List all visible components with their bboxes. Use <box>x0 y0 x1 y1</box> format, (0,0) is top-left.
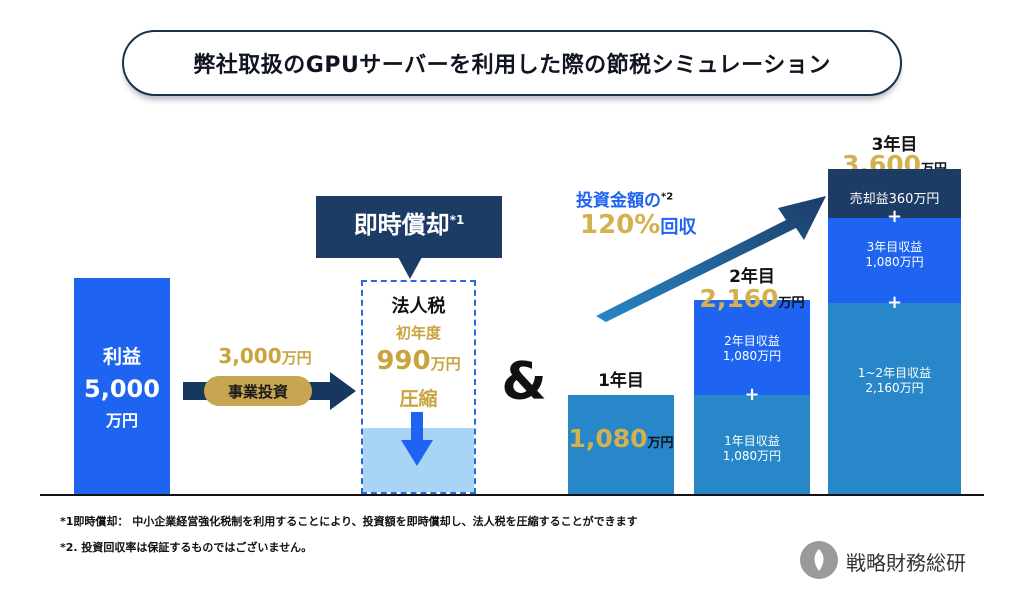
year2-bar-bottom <box>694 395 810 494</box>
footnote-1: *1即時償却： 中小企業経営強化税制を利用することにより、投資額を即時償却し、法… <box>60 515 638 528</box>
profit-value: 5,000 <box>84 374 160 403</box>
year3-sale-text: 売却益360万円 <box>849 192 940 207</box>
year1-value: 1,080万円 <box>568 424 674 453</box>
company-logo-text: 戦略財務総研 <box>846 551 966 575</box>
year3-bottom-text: 1~2年目収益 2,160万円 <box>857 366 932 395</box>
depreciation-banner-pointer <box>398 257 422 279</box>
plus-icon: + <box>744 384 760 405</box>
ampersand: & <box>501 352 547 412</box>
year3-bar-sale <box>828 169 961 218</box>
depreciation-label: 即時償却*1 <box>353 211 465 239</box>
footnote-2: *2. 投資回収率は保証するものではございません。 <box>60 541 313 554</box>
recovery-rate: 120%回収 <box>580 210 697 240</box>
profit-label: 利益 <box>102 345 141 368</box>
right-arrow-icon <box>330 372 356 410</box>
tax-amount: 990万円 <box>376 346 461 376</box>
down-arrow-icon <box>401 440 433 466</box>
plus-icon: + <box>886 292 903 313</box>
investment-amount: 3,000万円 <box>218 344 312 368</box>
page-title: 弊社取扱のGPUサーバーを利用した際の節税シミュレーション <box>122 30 902 96</box>
year2-top-text: 2年目収益 1,080万円 <box>722 334 782 363</box>
year1-label: 1年目 <box>598 371 644 391</box>
tax-title: 法人税 <box>391 296 446 317</box>
growth-arrow-icon <box>596 196 826 322</box>
year2-bar-top <box>694 300 810 395</box>
profit-block: 利益 5,000 万円 <box>74 278 170 494</box>
depreciation-banner <box>316 196 502 258</box>
tax-action: 圧縮 <box>399 388 438 410</box>
year3-bar-mid <box>828 218 961 303</box>
leaf-icon <box>802 543 836 577</box>
tax-subtitle: 初年度 <box>395 324 441 342</box>
year2-bottom-text: 1年目収益 1,080万円 <box>722 434 782 463</box>
year3-bar-bottom <box>828 303 961 494</box>
year2-label: 2年目 <box>729 267 775 287</box>
tax-box <box>361 280 476 494</box>
logo-icon <box>800 541 838 579</box>
recovery-heading: 投資金額の*2 <box>576 191 674 211</box>
year2-value: 2,160万円 <box>699 284 805 313</box>
year1-bar <box>568 395 674 494</box>
plus-icon: + <box>886 206 903 227</box>
investment-label-pill: 事業投資 <box>204 376 312 406</box>
baseline-divider <box>40 494 984 496</box>
year3-label: 3年目 <box>871 135 918 155</box>
profit-unit: 万円 <box>105 410 138 430</box>
down-arrow-shaft <box>411 412 423 442</box>
year3-mid-text: 3年目収益 1,080万円 <box>865 240 924 269</box>
